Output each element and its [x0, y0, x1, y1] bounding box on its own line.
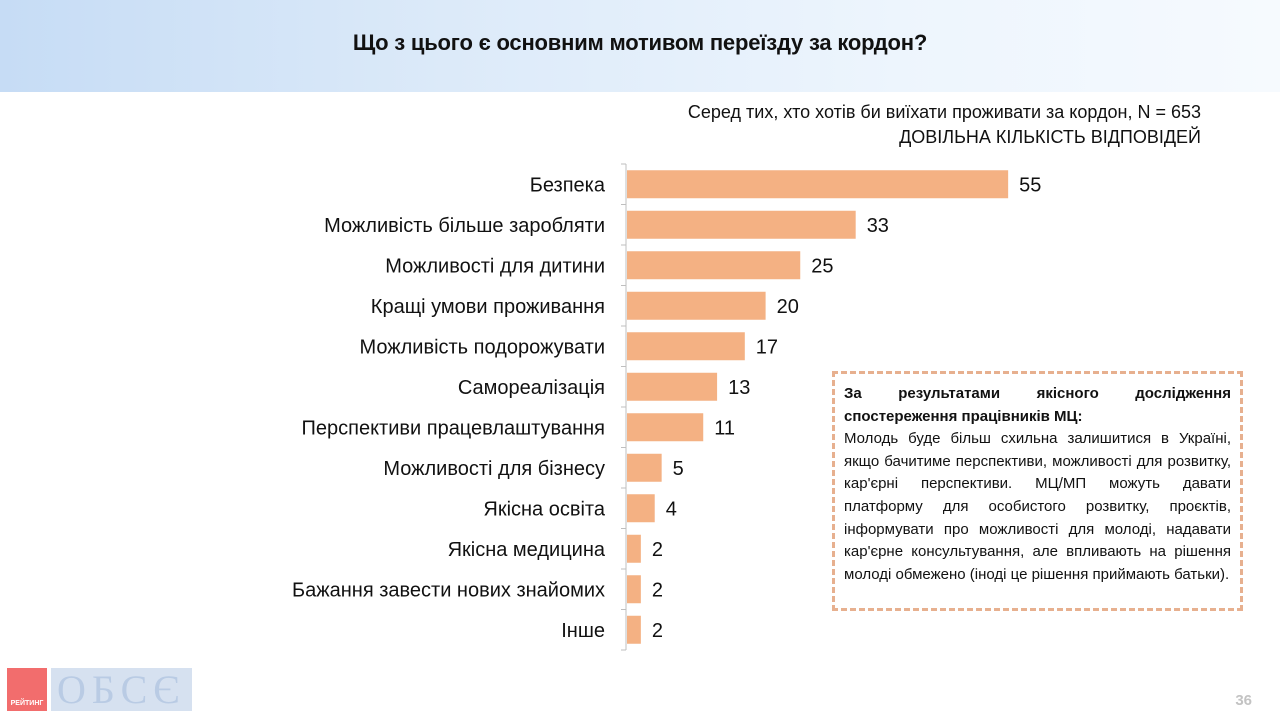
category-label: Самореалізація: [458, 377, 605, 399]
bar: [627, 210, 856, 239]
logo: РЕЙТИНГ ОБСЄ: [7, 667, 192, 712]
bar: [627, 494, 655, 523]
data-label: 11: [714, 417, 735, 439]
page-number: 36: [1235, 692, 1252, 709]
bar: [627, 575, 641, 604]
qualitative-note: За результатами якісного дослідження спо…: [832, 371, 1243, 611]
data-label: 17: [756, 336, 778, 358]
header-band: [0, 0, 1280, 92]
data-label: 55: [1019, 174, 1041, 196]
bar: [627, 170, 1009, 199]
osce-logo: ОБСЄ: [51, 667, 192, 712]
category-label: Можливість більше заробляти: [324, 215, 605, 237]
category-label: Можливості для бізнесу: [383, 458, 605, 480]
category-label: Можливості для дитини: [385, 255, 605, 277]
category-label: Бажання завести нових знайомих: [292, 579, 605, 601]
data-label: 13: [728, 377, 750, 399]
data-label: 5: [673, 458, 684, 480]
bar: [627, 615, 641, 644]
data-label: 4: [666, 498, 677, 520]
bar: [627, 332, 745, 361]
subtitle-note: ДОВІЛЬНА КІЛЬКІСТЬ ВІДПОВІДЕЙ: [899, 127, 1201, 147]
category-label: Можливість подорожувати: [359, 336, 605, 358]
rating-logo: РЕЙТИНГ: [7, 668, 47, 711]
category-label: Перспективи працевлаштування: [302, 417, 606, 439]
chart-subtitle: Серед тих, хто хотів би виїхати проживат…: [688, 100, 1201, 150]
data-label: 33: [867, 215, 889, 237]
data-label: 2: [652, 620, 663, 642]
data-label: 2: [652, 539, 663, 561]
category-label: Інше: [561, 620, 605, 642]
note-body: Молодь буде більш схильна залишитися в У…: [844, 430, 1231, 583]
bar: [627, 413, 704, 442]
note-heading: За результатами якісного дослідження спо…: [844, 385, 1231, 425]
bar: [627, 251, 801, 280]
category-label: Кращі умови проживання: [371, 296, 605, 318]
bar: [627, 372, 718, 401]
category-label: Безпека: [530, 174, 606, 196]
category-label: Якісна освіта: [483, 498, 605, 520]
page-title: Що з цього є основним мотивом переїзду з…: [352, 30, 928, 55]
data-label: 2: [652, 579, 663, 601]
bar: [627, 291, 766, 320]
category-label: Якісна медицина: [448, 539, 606, 561]
data-label: 20: [777, 296, 799, 318]
subtitle-sample: Серед тих, хто хотів би виїхати проживат…: [687, 102, 1201, 122]
bar: [627, 534, 641, 563]
data-label: 25: [811, 255, 833, 277]
bar: [627, 453, 662, 482]
